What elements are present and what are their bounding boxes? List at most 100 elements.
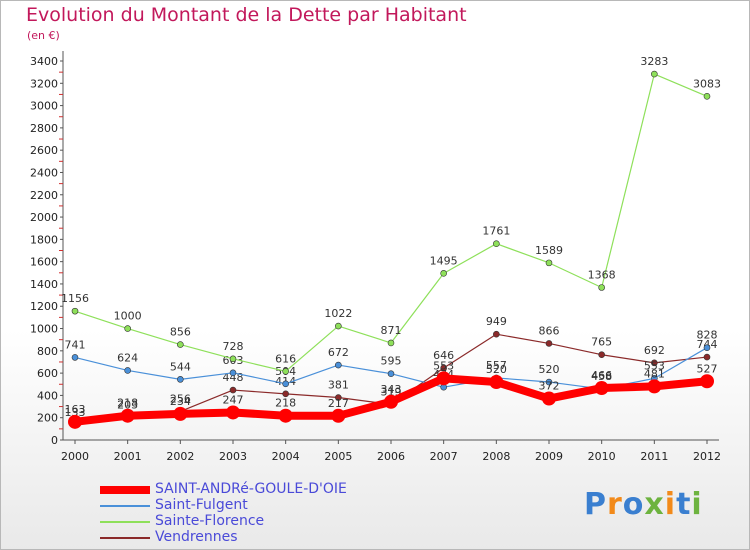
data-label-0: 247 xyxy=(223,393,244,406)
data-label-0: 520 xyxy=(486,363,507,376)
series-point-1 xyxy=(71,354,79,361)
legend-label: Sainte-Florence xyxy=(155,513,265,529)
series-point-3 xyxy=(282,390,289,398)
data-label-2: 1495 xyxy=(430,254,458,267)
series-point-1 xyxy=(229,369,237,377)
series-point-2 xyxy=(124,325,131,332)
x-tick-label: 2005 xyxy=(324,450,352,463)
data-label-0: 527 xyxy=(697,362,718,375)
series-point-2 xyxy=(598,284,605,291)
series-point-1 xyxy=(124,367,131,374)
series-point-1 xyxy=(177,376,184,383)
series-point-2 xyxy=(703,93,711,100)
y-tick-label: 600 xyxy=(37,367,58,380)
data-label-0: 466 xyxy=(591,369,612,382)
data-label-2: 1156 xyxy=(61,292,89,305)
y-tick-label: 0 xyxy=(51,434,58,447)
x-tick-label: 2002 xyxy=(166,450,194,463)
y-tick-label: 1200 xyxy=(30,300,58,313)
data-label-0: 481 xyxy=(644,367,665,380)
series-point-3 xyxy=(335,394,342,401)
legend-swatch xyxy=(100,505,150,507)
series-point-0 xyxy=(331,408,346,423)
series-point-2 xyxy=(71,307,79,315)
x-tick-label: 2003 xyxy=(219,450,247,463)
y-tick-label: 400 xyxy=(37,389,58,402)
legend-swatch xyxy=(100,486,150,494)
data-label-3: 203 xyxy=(117,398,138,411)
data-label-2: 1022 xyxy=(324,307,352,320)
series-point-2 xyxy=(651,70,658,78)
y-tick-label: 3000 xyxy=(30,100,58,113)
x-tick-label: 2004 xyxy=(272,450,300,463)
data-label-2: 3283 xyxy=(640,55,668,68)
data-label-2: 1000 xyxy=(114,310,142,323)
x-tick-label: 2012 xyxy=(693,450,721,463)
y-tick-label: 1000 xyxy=(30,323,58,336)
data-label-3: 133 xyxy=(65,406,86,419)
data-label-1: 624 xyxy=(117,351,138,364)
data-label-0: 218 xyxy=(275,397,296,410)
data-label-1: 553 xyxy=(644,359,665,372)
y-tick-label: 2000 xyxy=(30,211,58,224)
legend-label: Saint-Fulgent xyxy=(155,497,248,513)
series-point-1 xyxy=(335,361,342,369)
x-tick-label: 2007 xyxy=(430,450,458,463)
series-point-2 xyxy=(229,355,237,363)
legend-swatch xyxy=(100,537,150,539)
series-point-3 xyxy=(598,351,605,359)
data-label-1: 520 xyxy=(539,363,560,376)
series-point-0 xyxy=(489,375,504,390)
data-label-3: 646 xyxy=(433,349,454,362)
data-label-2: 616 xyxy=(275,352,296,365)
series-point-3 xyxy=(545,340,553,347)
series-point-0 xyxy=(173,406,188,421)
data-label-3: 256 xyxy=(170,392,191,405)
data-label-0: 218 xyxy=(117,397,138,410)
series-point-0 xyxy=(226,405,240,420)
y-tick-label: 2400 xyxy=(30,166,58,179)
series-point-2 xyxy=(493,240,500,248)
legend-swatch xyxy=(100,521,150,523)
series-point-3 xyxy=(493,330,500,338)
series-point-3 xyxy=(703,353,711,361)
chart-unit: (en €) xyxy=(27,29,60,42)
series-point-0 xyxy=(647,379,662,394)
y-tick-label: 2200 xyxy=(30,189,58,202)
x-tick-label: 2006 xyxy=(377,450,405,463)
y-tick-label: 1600 xyxy=(30,256,58,269)
data-label-3: 949 xyxy=(486,315,507,328)
y-tick-label: 2600 xyxy=(30,144,58,157)
series-point-0 xyxy=(542,391,556,406)
series-point-0 xyxy=(594,381,609,396)
data-label-1: 672 xyxy=(328,346,349,359)
data-label-2: 3083 xyxy=(693,77,721,90)
data-label-2: 1368 xyxy=(588,269,616,282)
series-point-2 xyxy=(177,341,184,348)
data-label-2: 728 xyxy=(223,340,244,353)
data-label-2: 856 xyxy=(170,326,191,339)
data-label-3: 692 xyxy=(644,344,665,357)
data-label-0: 553 xyxy=(433,359,454,372)
x-tick-label: 2000 xyxy=(61,450,89,463)
chart-title: Evolution du Montant de la Dette par Hab… xyxy=(26,4,467,26)
legend-label: SAINT-ANDRé-GOULE-D'OIE xyxy=(155,481,347,497)
x-tick-label: 2009 xyxy=(535,450,563,463)
data-label-0: 343 xyxy=(381,383,402,396)
x-tick-label: 2008 xyxy=(482,450,510,463)
series-point-1 xyxy=(545,378,553,386)
data-label-2: 1589 xyxy=(535,244,563,257)
series-point-0 xyxy=(700,374,714,389)
y-tick-label: 800 xyxy=(37,345,58,358)
data-label-1: 458 xyxy=(591,370,612,383)
series-point-0 xyxy=(384,394,398,409)
data-label-2: 871 xyxy=(381,324,402,337)
legend-label: Vendrennes xyxy=(155,529,238,545)
data-label-3: 866 xyxy=(539,324,560,337)
series-point-0 xyxy=(278,408,293,423)
proxiti-logo: Proxiti xyxy=(584,487,703,522)
data-label-0: 163 xyxy=(65,403,86,416)
series-point-3 xyxy=(229,386,237,394)
data-label-3: 381 xyxy=(328,379,349,392)
